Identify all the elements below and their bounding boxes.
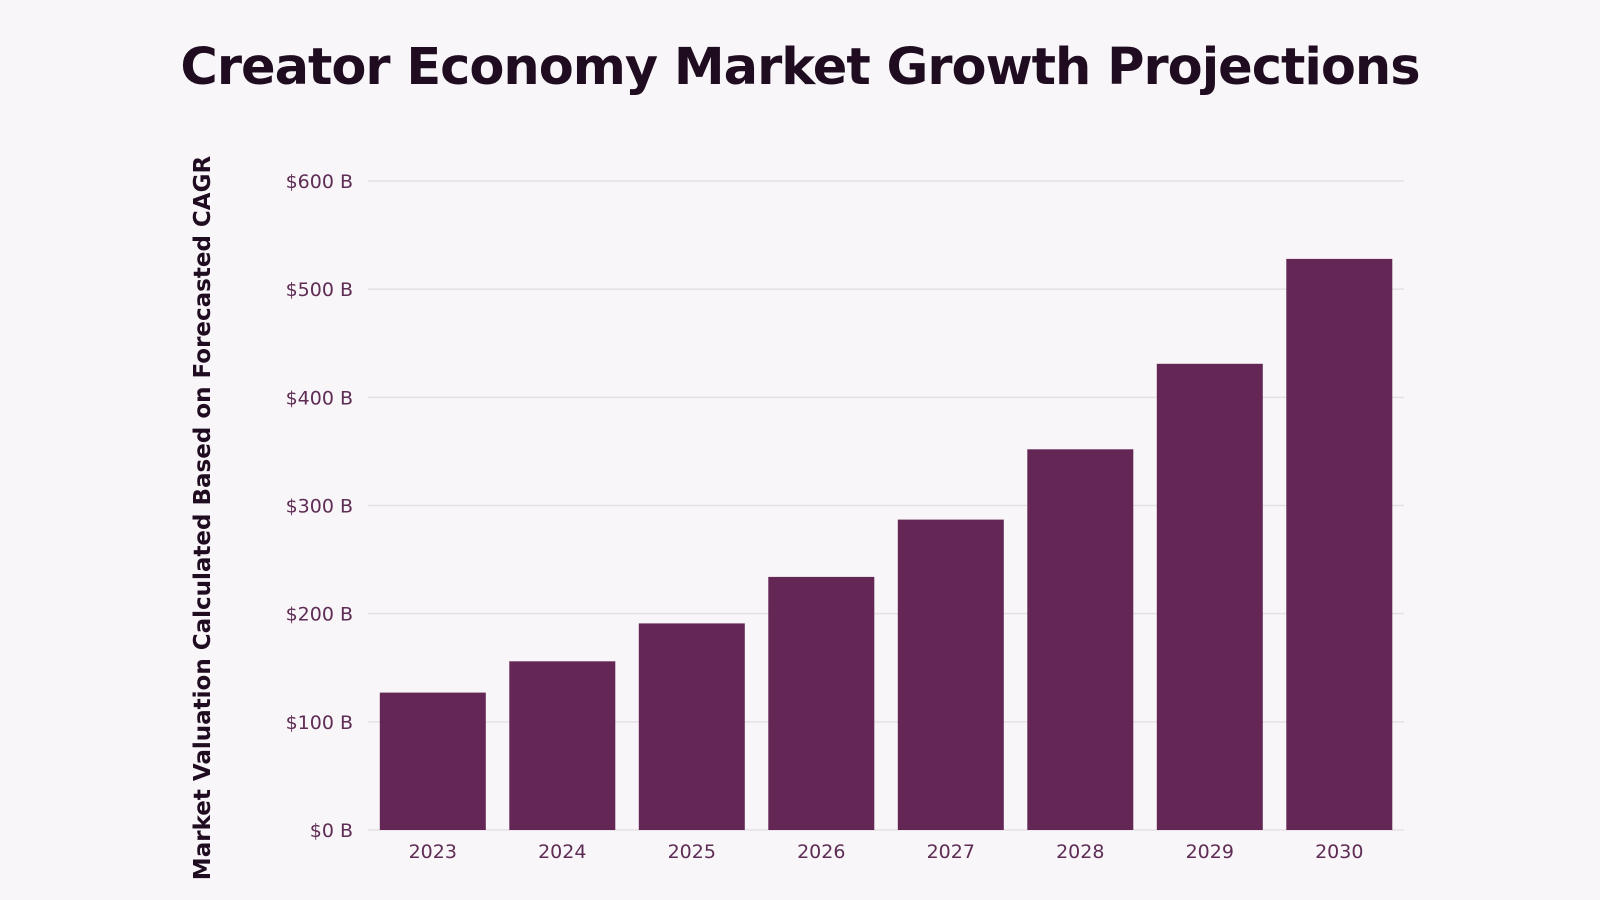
x-axis-ticks: 2023 2024 2025 2026 2027 2028 2029 2030 bbox=[409, 841, 1364, 863]
y-tick-label: $0 B bbox=[310, 820, 353, 842]
y-axis-ticks: $0 B $100 B $200 B $300 B $400 B $500 B $600 B bbox=[286, 171, 353, 842]
bar-2025 bbox=[638, 623, 745, 830]
x-tick-label: 2027 bbox=[927, 841, 975, 863]
bar-2029 bbox=[1156, 363, 1263, 830]
bar-2030 bbox=[1286, 258, 1393, 830]
bar-2027 bbox=[897, 519, 1004, 830]
bar-2023 bbox=[379, 692, 486, 830]
bars bbox=[379, 258, 1393, 830]
y-tick-label: $400 B bbox=[286, 387, 353, 409]
chart-title: Creator Economy Market Growth Projection… bbox=[180, 38, 1420, 97]
x-tick-label: 2023 bbox=[409, 841, 457, 863]
y-tick-label: $600 B bbox=[286, 171, 353, 193]
y-tick-label: $500 B bbox=[286, 279, 353, 301]
y-tick-label: $200 B bbox=[286, 604, 353, 626]
y-axis-label: Market Valuation Calculated Based on For… bbox=[190, 156, 216, 881]
x-tick-label: 2026 bbox=[797, 841, 845, 863]
y-tick-label: $300 B bbox=[286, 496, 353, 518]
x-tick-label: 2025 bbox=[668, 841, 716, 863]
y-tick-label: $100 B bbox=[286, 712, 353, 734]
bar-2024 bbox=[509, 661, 616, 830]
bar-2026 bbox=[768, 576, 875, 830]
x-tick-label: 2030 bbox=[1315, 841, 1363, 863]
x-tick-label: 2028 bbox=[1056, 841, 1104, 863]
x-tick-label: 2024 bbox=[538, 841, 586, 863]
x-tick-label: 2029 bbox=[1186, 841, 1234, 863]
bar-2028 bbox=[1027, 449, 1134, 830]
